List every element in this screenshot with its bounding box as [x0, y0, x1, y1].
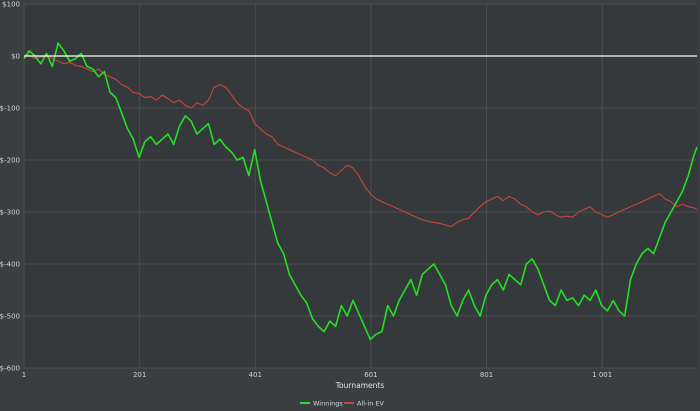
x-tick-label: 1 001 [592, 371, 612, 379]
legend-label: All-in EV [357, 400, 385, 408]
plot-area [24, 4, 697, 368]
series-line-winnings [23, 42, 698, 341]
series-line-allin-ev [23, 54, 698, 228]
y-tick-label: $-600 [0, 365, 20, 373]
y-tick-label: $-400 [0, 261, 20, 269]
legend-label: Winnings [313, 400, 343, 408]
x-tick-label: 1 [22, 371, 26, 379]
y-tick-label: $-300 [0, 209, 20, 217]
x-tick-label: 601 [364, 371, 377, 379]
y-tick-label: $-100 [0, 105, 20, 113]
legend-item-winnings[interactable]: Winnings [300, 400, 343, 408]
y-axis-ticks: $100 $0 $-100 $-200 $-300 $-400 $-500 $-600 [0, 1, 20, 373]
x-axis-title: Tournaments [335, 381, 385, 390]
x-tick-label: 201 [133, 371, 146, 379]
y-tick-label: $-200 [0, 157, 20, 165]
y-tick-label: $0 [11, 53, 20, 61]
x-tick-label: 401 [249, 371, 262, 379]
series-lines [23, 42, 698, 341]
legend[interactable]: Winnings All-in EV [300, 400, 385, 408]
y-tick-label: $-500 [0, 313, 20, 321]
y-tick-label: $100 [2, 1, 20, 9]
x-axis-ticks: 1 201 401 601 801 1 001 [22, 371, 612, 379]
legend-item-allin-ev[interactable]: All-in EV [344, 400, 385, 408]
x-tick-label: 801 [480, 371, 493, 379]
